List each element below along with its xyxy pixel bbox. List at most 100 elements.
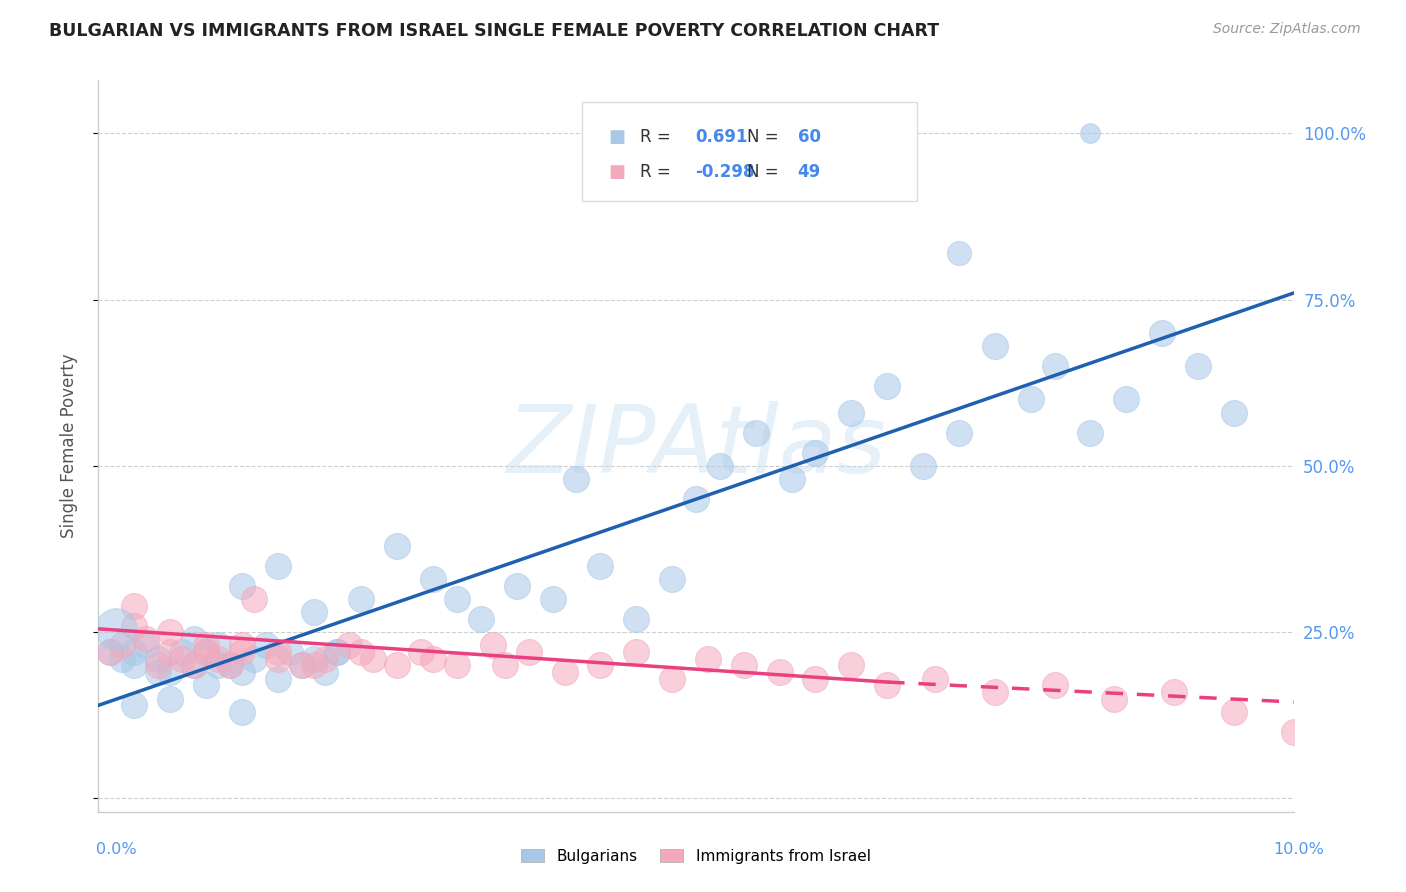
Point xyxy=(1223,705,1246,719)
Point xyxy=(148,658,170,673)
Point xyxy=(517,645,540,659)
Point xyxy=(1187,359,1209,374)
Point xyxy=(780,472,803,486)
Point xyxy=(685,492,707,507)
Text: BULGARIAN VS IMMIGRANTS FROM ISRAEL SINGLE FEMALE POVERTY CORRELATION CHART: BULGARIAN VS IMMIGRANTS FROM ISRAEL SING… xyxy=(49,22,939,40)
Point xyxy=(111,652,134,666)
Point xyxy=(135,632,157,646)
Point xyxy=(195,678,218,692)
Point xyxy=(565,472,588,486)
Point xyxy=(254,639,277,653)
Point xyxy=(363,652,385,666)
Point xyxy=(243,652,266,666)
Point xyxy=(124,645,146,659)
Point xyxy=(159,691,181,706)
Point xyxy=(98,645,122,659)
Point xyxy=(446,658,468,673)
Text: ZIPAtlas: ZIPAtlas xyxy=(506,401,886,491)
Point xyxy=(195,645,218,659)
Text: 0.691: 0.691 xyxy=(695,128,747,145)
Point xyxy=(183,658,205,673)
Point xyxy=(661,572,683,586)
Point xyxy=(1104,691,1126,706)
Point xyxy=(207,639,229,653)
Point xyxy=(804,445,827,459)
Point xyxy=(267,645,290,659)
Point xyxy=(948,246,970,260)
Point xyxy=(876,379,898,393)
Point xyxy=(350,645,373,659)
Point xyxy=(231,665,253,679)
Point xyxy=(709,458,731,473)
Text: 10.0%: 10.0% xyxy=(1274,842,1324,856)
Point xyxy=(470,612,492,626)
Point xyxy=(148,652,170,666)
Point xyxy=(105,622,128,636)
Text: R =: R = xyxy=(640,128,676,145)
Point xyxy=(135,639,157,653)
Point xyxy=(984,685,1007,699)
Point xyxy=(98,645,122,659)
Point xyxy=(124,599,146,613)
Point xyxy=(231,639,253,653)
Point xyxy=(350,591,373,606)
Point xyxy=(494,658,516,673)
Point xyxy=(124,618,146,632)
Point xyxy=(243,591,266,606)
Point xyxy=(589,658,612,673)
Point xyxy=(1115,392,1137,407)
Point xyxy=(124,658,146,673)
Point xyxy=(876,678,898,692)
Point xyxy=(195,639,218,653)
Point xyxy=(924,672,946,686)
Point xyxy=(172,652,194,666)
Text: 49: 49 xyxy=(797,162,821,181)
Point xyxy=(159,665,181,679)
Point xyxy=(1043,359,1066,374)
Point xyxy=(422,572,444,586)
Text: 60: 60 xyxy=(797,128,821,145)
Point xyxy=(948,425,970,440)
Point xyxy=(841,658,863,673)
Point xyxy=(267,652,290,666)
Point xyxy=(302,658,325,673)
Point xyxy=(1019,392,1042,407)
Point xyxy=(411,645,433,659)
Y-axis label: Single Female Poverty: Single Female Poverty xyxy=(59,354,77,538)
Point xyxy=(219,658,242,673)
Point xyxy=(315,665,337,679)
Point xyxy=(661,672,683,686)
Point xyxy=(124,698,146,713)
Point xyxy=(626,612,648,626)
Point xyxy=(267,558,290,573)
Point xyxy=(446,591,468,606)
Point xyxy=(745,425,768,440)
Point xyxy=(422,652,444,666)
Text: ■: ■ xyxy=(609,128,626,145)
Point xyxy=(385,539,409,553)
Point xyxy=(231,705,253,719)
Point xyxy=(841,406,863,420)
Point xyxy=(506,579,529,593)
Point xyxy=(804,672,827,686)
Text: -0.298: -0.298 xyxy=(695,162,754,181)
Point xyxy=(339,639,361,653)
Point xyxy=(697,652,720,666)
Point xyxy=(172,645,194,659)
Text: R =: R = xyxy=(640,162,676,181)
Text: Source: ZipAtlas.com: Source: ZipAtlas.com xyxy=(1213,22,1361,37)
Text: ■: ■ xyxy=(609,162,626,181)
Point xyxy=(326,645,349,659)
Point xyxy=(148,665,170,679)
Point xyxy=(385,658,409,673)
Point xyxy=(219,658,242,673)
Legend: Bulgarians, Immigrants from Israel: Bulgarians, Immigrants from Israel xyxy=(515,843,877,870)
Point xyxy=(231,579,253,593)
Point xyxy=(183,658,205,673)
Point xyxy=(912,458,935,473)
Point xyxy=(1223,406,1246,420)
FancyBboxPatch shape xyxy=(582,103,917,201)
Point xyxy=(626,645,648,659)
Point xyxy=(207,658,229,673)
Point xyxy=(482,639,505,653)
